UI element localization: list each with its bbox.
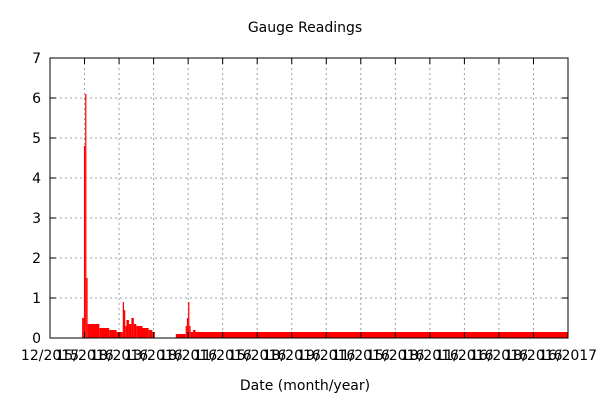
bar [83, 146, 86, 338]
bar [190, 332, 194, 338]
x-tick-label: 18/2016 [401, 348, 459, 364]
x-axis-label: Date (month/year) [240, 378, 370, 394]
bar [188, 302, 190, 338]
y-tick-label: 3 [32, 211, 41, 227]
bar [116, 332, 123, 338]
bar [99, 328, 110, 338]
bar [133, 324, 137, 338]
x-tick-label: 18/2016 [90, 348, 148, 364]
bar [136, 326, 143, 338]
bar [175, 334, 186, 338]
x-tick-label: 15/2016 [228, 348, 286, 364]
bar [189, 326, 191, 338]
y-tick-label: 5 [32, 131, 41, 147]
bar [86, 278, 88, 338]
y-tick-label: 4 [32, 171, 41, 187]
bar [82, 318, 84, 338]
bar [124, 310, 126, 338]
y-tick-label: 2 [32, 251, 41, 267]
x-tick-label: 16/2016 [470, 348, 528, 364]
bar [122, 302, 124, 338]
bar [131, 318, 134, 338]
y-tick-labels: 0 1 2 3 4 5 6 7 [32, 51, 41, 347]
y-tick-label: 6 [32, 91, 41, 107]
bar [185, 326, 187, 338]
bar [126, 320, 129, 338]
bars-layer [82, 94, 569, 338]
x-tick-label: 11/2016 [194, 348, 252, 364]
x-tick-label: 13/2016 [125, 348, 183, 364]
bar [186, 318, 189, 338]
y-tick-label: 7 [32, 51, 41, 67]
bar [142, 328, 149, 338]
x-tick-label: 19/2016 [297, 348, 355, 364]
bar [85, 94, 87, 338]
ticks-layer [49, 57, 569, 339]
x-tick-labels: 12/201515/201618/201613/201618/201611/20… [21, 348, 597, 364]
bar [82, 318, 83, 338]
x-tick-label: 15/2016 [55, 348, 113, 364]
bar [195, 332, 569, 338]
x-tick-label: 16/2017 [539, 348, 597, 364]
bar [89, 324, 100, 338]
bar [193, 330, 196, 338]
x-tick-label: 11/2016 [435, 348, 493, 364]
x-tick-label: 15/2016 [366, 348, 424, 364]
bar [148, 330, 153, 338]
x-tick-label: 11/2016 [332, 348, 390, 364]
bar [109, 330, 117, 338]
grid-layer [50, 58, 568, 338]
bar [87, 324, 90, 338]
y-tick-label: 1 [32, 291, 41, 307]
x-tick-label: 12/2015 [21, 348, 79, 364]
bar [125, 326, 127, 338]
bar [128, 324, 132, 338]
x-tick-label: 18/2016 [159, 348, 217, 364]
plot-frame [49, 57, 569, 339]
x-tick-label: 18/2016 [504, 348, 562, 364]
chart-title: Gauge Readings [248, 20, 362, 36]
y-tick-label: 0 [32, 331, 41, 347]
x-tick-label: 18/2016 [263, 348, 321, 364]
